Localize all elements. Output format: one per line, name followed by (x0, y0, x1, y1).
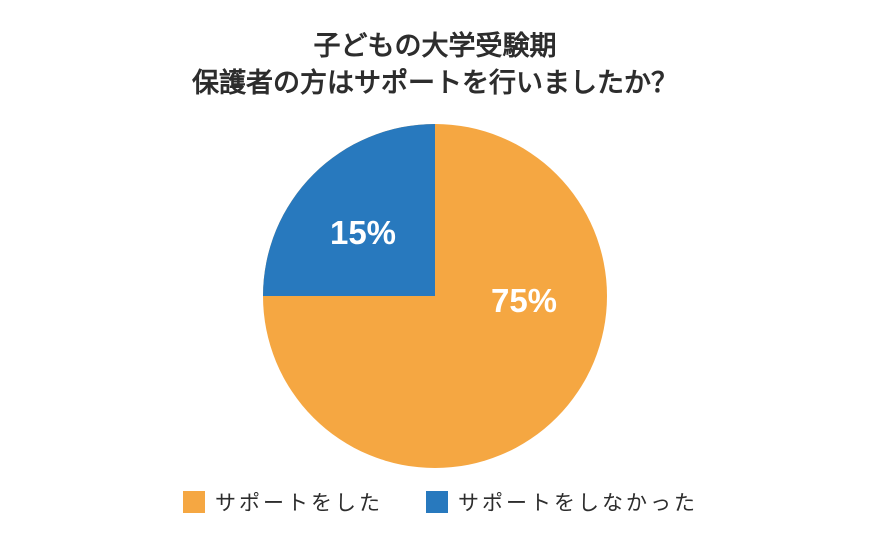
legend-item-not-supported: サポートをしなかった (426, 487, 698, 517)
legend-label: サポートをした (215, 491, 383, 515)
legend-label: サポートをしなかった (458, 491, 698, 515)
legend: サポートをした サポートをしなかった (0, 487, 870, 523)
chart-title-line1: 子どもの大学受験期 (313, 31, 557, 62)
legend-swatch-orange (183, 491, 205, 513)
legend-swatch-blue (426, 491, 448, 513)
legend-item-supported: サポートをした (183, 487, 383, 517)
slice-label-not-supported: 15% (330, 214, 396, 251)
pie-slice-not-supported (263, 124, 435, 296)
chart-title-line2: 保護者の方はサポートを行いましたか？ (192, 68, 678, 99)
slice-label-supported: 75% (491, 282, 557, 319)
